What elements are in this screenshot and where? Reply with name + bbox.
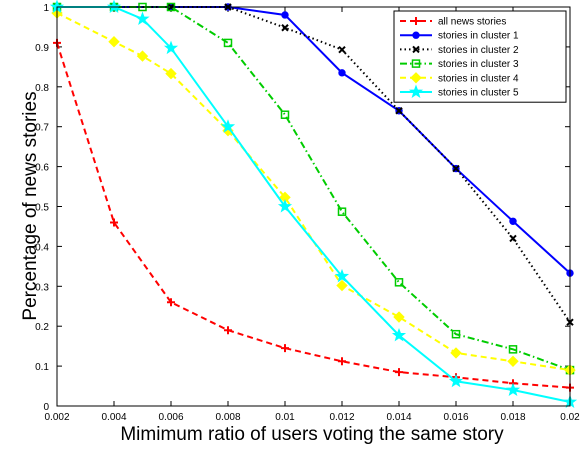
legend-item: stories in cluster 4 xyxy=(400,72,519,84)
data-point xyxy=(395,368,403,377)
data-point xyxy=(338,357,346,366)
data-point xyxy=(136,50,149,62)
data-point xyxy=(165,67,177,80)
legend-label: all news stories xyxy=(438,17,506,28)
data-point xyxy=(280,110,290,119)
data-point xyxy=(452,164,460,173)
x-tick-label: 0.018 xyxy=(500,412,525,423)
data-point xyxy=(281,344,289,353)
data-point xyxy=(393,311,405,323)
y-axis-title: Percentage of news stories xyxy=(20,91,41,320)
y-tick-label: 0.9 xyxy=(35,43,49,54)
data-point xyxy=(220,119,236,133)
series-line xyxy=(56,12,571,372)
legend-item: stories in cluster 5 xyxy=(400,84,519,99)
y-axis: 0 0.1 0.2 0.3 0.4 0.5 0.6 0.7 0.8 0.9 1 xyxy=(35,3,570,413)
data-point xyxy=(408,84,424,99)
series-6 xyxy=(49,0,578,409)
x-tick-label: 0.014 xyxy=(386,412,411,423)
legend-item: stories in cluster 1 xyxy=(400,31,519,42)
data-point xyxy=(224,326,232,335)
data-point xyxy=(451,329,461,339)
y-tick-label: 0.5 xyxy=(35,203,49,214)
data-point xyxy=(106,0,122,14)
data-point xyxy=(412,17,420,25)
x-tick-label: 0.01 xyxy=(275,412,295,423)
data-point xyxy=(394,278,404,287)
y-tick-label: 0.7 xyxy=(35,123,49,134)
y-tick-label: 0.2 xyxy=(35,322,49,333)
x-tick-label: 0.002 xyxy=(44,412,69,423)
data-point xyxy=(507,355,519,368)
data-point xyxy=(110,218,118,227)
data-point xyxy=(450,347,462,359)
x-axis: 0.002 0.004 0.006 0.008 0.01 0.012 0.014 0.016 0… xyxy=(44,7,580,423)
data-point xyxy=(412,31,420,39)
data-point xyxy=(412,45,420,54)
y-tick-label: 0.8 xyxy=(35,83,49,94)
data-point xyxy=(277,199,293,213)
x-tick-label: 0.004 xyxy=(101,412,126,423)
data-point xyxy=(338,69,346,77)
series-line xyxy=(56,42,571,389)
y-tick-label: 0.1 xyxy=(35,362,49,373)
data-point xyxy=(135,11,150,25)
y-tick-label: 0.4 xyxy=(35,242,49,253)
y-tick-label: 1 xyxy=(43,3,49,14)
data-point xyxy=(338,45,346,54)
plot-frame xyxy=(56,6,571,407)
data-point xyxy=(509,217,517,225)
x-tick-label: 0.016 xyxy=(443,412,468,423)
data-point xyxy=(167,298,175,307)
data-point xyxy=(336,279,348,292)
legend-label: stories in cluster 2 xyxy=(438,45,519,56)
legend-label: stories in cluster 3 xyxy=(438,59,519,70)
legend-label: stories in cluster 5 xyxy=(438,88,519,99)
x-tick-label: 0.012 xyxy=(329,412,354,423)
data-point xyxy=(505,382,521,397)
data-point xyxy=(281,24,289,32)
x-axis-title: Mimimum ratio of users voting the same s… xyxy=(120,424,504,445)
legend-label: stories in cluster 4 xyxy=(438,73,519,84)
legend: all news stories stories in cluster 1 stor… xyxy=(393,10,567,103)
y-tick-label: 0.6 xyxy=(35,163,49,174)
x-tick-label: 0.02 xyxy=(560,412,580,423)
data-point xyxy=(448,373,464,388)
data-point xyxy=(411,59,421,68)
data-point xyxy=(108,36,120,48)
data-point xyxy=(395,107,403,115)
y-tick-label: 0 xyxy=(43,402,49,413)
data-point xyxy=(509,234,517,243)
y-tick-label: 0.3 xyxy=(35,282,49,293)
legend-box xyxy=(393,10,567,103)
data-point xyxy=(337,207,347,216)
x-tick-label: 0.006 xyxy=(158,412,183,423)
data-point xyxy=(508,345,518,354)
x-tick-label: 0.008 xyxy=(215,412,240,423)
data-point xyxy=(391,327,407,342)
data-point xyxy=(163,40,179,55)
data-point xyxy=(223,38,233,48)
legend-item: stories in cluster 2 xyxy=(400,45,519,56)
data-point xyxy=(410,72,422,84)
data-point xyxy=(334,268,350,283)
legend-item: stories in cluster 3 xyxy=(400,59,519,70)
legend-item: all news stories xyxy=(400,17,506,28)
legend-label: stories in cluster 1 xyxy=(438,31,519,42)
data-point xyxy=(281,11,289,19)
